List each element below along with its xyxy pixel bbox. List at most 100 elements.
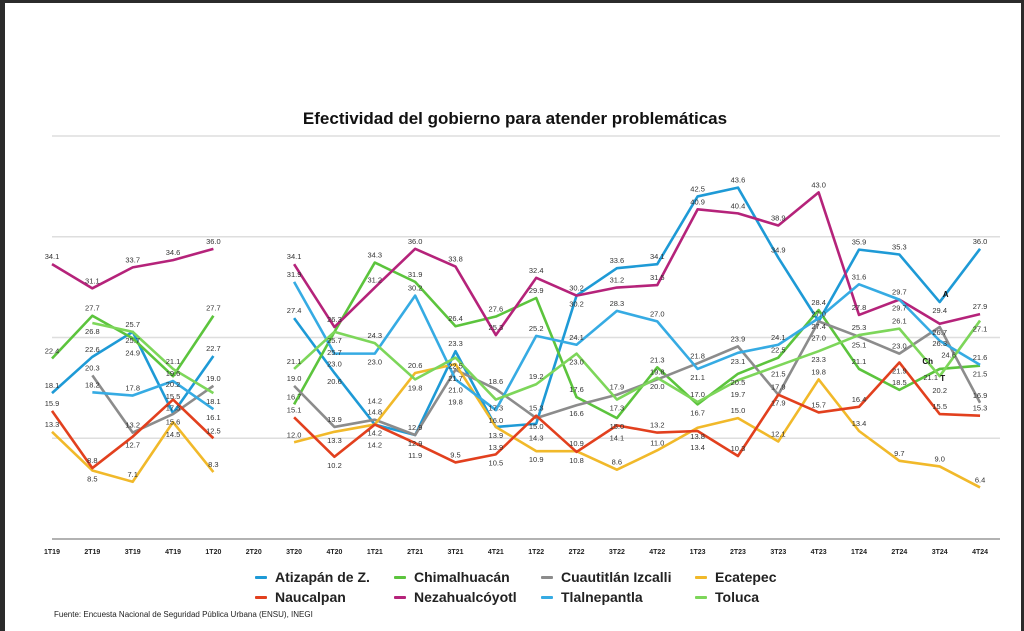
data-label: 15.1 [287, 405, 302, 414]
data-label: 21.5 [771, 370, 786, 379]
data-label: 17.9 [610, 383, 625, 392]
x-tick-label: 1T19 [44, 549, 60, 556]
data-label: 15.6 [166, 417, 181, 426]
data-label: 10.9 [529, 455, 544, 464]
data-label: 15.7 [811, 400, 826, 409]
x-tick-label: 2T20 [246, 549, 262, 556]
x-tick-label: 3T20 [286, 549, 302, 556]
data-label: 15.3 [973, 404, 988, 413]
data-label: 20.3 [85, 363, 100, 372]
data-label: 19.7 [731, 390, 746, 399]
data-label: 20.0 [650, 382, 665, 391]
data-label: 21.1 [287, 357, 302, 366]
data-label: 18.5 [892, 378, 907, 387]
data-label: 17.0 [690, 390, 705, 399]
data-label: 31.2 [610, 276, 625, 285]
data-label: 19.8 [650, 367, 665, 376]
data-label: 24.1 [771, 333, 786, 342]
data-label: 14.5 [166, 430, 181, 439]
data-label: 25.7 [125, 336, 140, 345]
data-label: 13.4 [852, 419, 867, 428]
data-label: 20.2 [932, 386, 947, 395]
data-label: 23.1 [731, 357, 746, 366]
data-label: 17.9 [771, 383, 786, 392]
x-tick-label: 1T22 [528, 549, 544, 556]
data-label: 29.4 [932, 306, 947, 315]
x-tick-label: 3T21 [448, 549, 464, 556]
series-line-3 [51, 420, 215, 484]
data-label: 30.2 [569, 284, 584, 293]
data-label: 25.1 [852, 341, 867, 350]
data-label: 31.2 [367, 276, 382, 285]
data-label: 40.4 [731, 201, 746, 210]
data-label: 16.7 [287, 392, 302, 401]
legend-item: Cuautitlán Izcalli [541, 569, 671, 585]
data-label: 18.1 [206, 397, 221, 406]
data-label: 26.3 [327, 315, 342, 324]
data-label: 25.2 [529, 324, 544, 333]
data-label: 20.6 [327, 377, 342, 386]
x-tick-label: 2T22 [569, 549, 585, 556]
legend-label: Toluca [715, 589, 760, 605]
x-tick-label: 4T24 [972, 549, 988, 556]
data-label: 17.9 [771, 399, 786, 408]
data-label: 19.6 [166, 369, 181, 378]
legend-label: Chimalhuacán [414, 569, 510, 585]
data-label: 16.0 [489, 416, 504, 425]
legend-swatch [541, 595, 553, 599]
legend-swatch [695, 595, 707, 599]
data-label: 8.6 [612, 458, 622, 467]
legend-item: Naucalpan [255, 589, 346, 605]
data-label: 21.1 [690, 373, 705, 382]
data-label: 16.7 [690, 408, 705, 417]
data-label: 14.2 [367, 429, 382, 438]
data-label: 18.1 [45, 381, 60, 390]
data-label: 26.8 [85, 327, 100, 336]
legend-swatch [541, 575, 553, 579]
series-line-5 [293, 191, 981, 337]
chart-sheet: Efectividad del gobierno para atender pr… [5, 3, 1021, 631]
data-label: 34.1 [287, 252, 302, 261]
data-label: 17.6 [569, 385, 584, 394]
data-label: 16.1 [206, 413, 221, 422]
data-label: 34.1 [45, 252, 60, 261]
x-tick-label: 4T19 [165, 549, 181, 556]
data-label: 22.5 [448, 362, 463, 371]
data-label: 22.5 [771, 346, 786, 355]
data-label: 33.6 [610, 256, 625, 265]
data-label: 23.0 [892, 342, 907, 351]
x-tick-label: 4T23 [811, 549, 827, 556]
data-label: 11.0 [650, 438, 664, 447]
data-label: 22.7 [206, 344, 221, 353]
legend-item: Atizapán de Z. [255, 569, 370, 585]
data-label: 28.3 [610, 299, 625, 308]
data-label: 17.3 [489, 404, 504, 413]
data-label: 36.0 [973, 237, 988, 246]
data-label: 12.9 [408, 439, 423, 448]
data-label: 21.1 [852, 357, 867, 366]
data-label: 13.2 [125, 421, 140, 430]
data-label: 40.9 [690, 197, 705, 206]
legend-swatch [394, 575, 406, 579]
data-label: 23.3 [811, 355, 826, 364]
data-label: 13.4 [690, 443, 705, 452]
data-label: 28.4 [811, 298, 826, 307]
x-tick-label: 3T24 [932, 549, 948, 556]
x-tick-label: 3T22 [609, 549, 625, 556]
series-line-1 [51, 314, 215, 378]
data-label: 23.0 [327, 360, 342, 369]
data-label: 22.6 [85, 345, 100, 354]
series-line-7 [293, 319, 982, 404]
data-label: 22.4 [45, 346, 60, 355]
data-label: 14.8 [367, 408, 382, 417]
data-label: 12.5 [206, 426, 221, 435]
data-label: 10.5 [489, 458, 504, 467]
data-label: 19.0 [206, 374, 221, 383]
x-tick-label: 3T19 [125, 549, 141, 556]
legend-item: Chimalhuacán [394, 569, 510, 585]
data-label: 35.3 [892, 242, 907, 251]
data-label: 15.0 [731, 406, 746, 415]
series-line-6 [292, 281, 981, 412]
data-label: 27.9 [973, 302, 988, 311]
data-label: 10.9 [569, 439, 584, 448]
